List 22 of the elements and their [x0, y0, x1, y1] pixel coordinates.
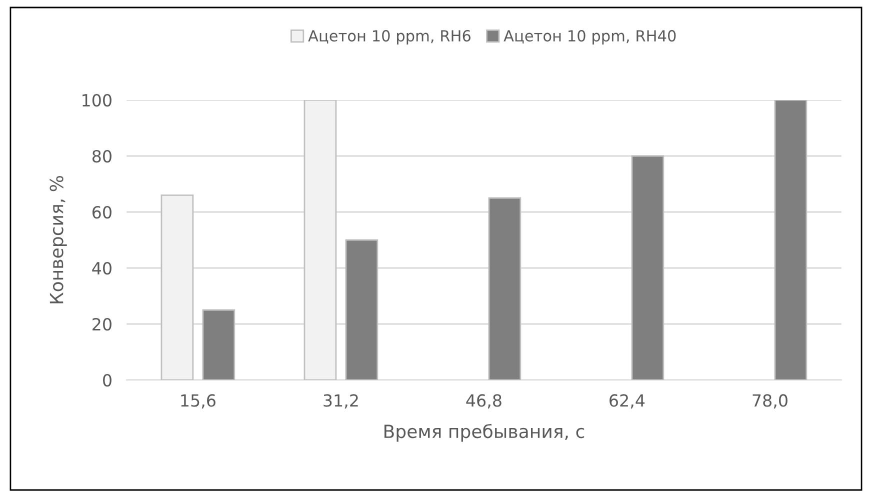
bar [774, 100, 808, 380]
bar [631, 155, 664, 380]
y-tick-label: 20 [92, 318, 112, 331]
y-tick-label: 0 [103, 374, 112, 387]
bar [202, 309, 236, 380]
bar [345, 239, 378, 380]
y-tick-label: 60 [92, 206, 112, 219]
legend-label: Ацетон 10 ppm, RH40 [504, 30, 676, 45]
bar [488, 197, 522, 380]
y-axis-title: Конверсия, % [50, 176, 67, 304]
x-tick-label: 46,8 [466, 394, 502, 408]
x-axis-title: Время пребывания, с [384, 424, 584, 442]
x-tick-label: 62,4 [610, 394, 645, 408]
x-tick-label: 15,6 [181, 394, 216, 408]
y-tick-label: 80 [92, 150, 112, 163]
y-tick-label: 100 [82, 94, 112, 107]
x-tick-label: 78,0 [752, 394, 788, 408]
legend-label: Ацетон 10 ppm, RH6 [308, 30, 470, 45]
bar [304, 100, 337, 380]
x-tick-label: 31,2 [324, 394, 358, 408]
y-tick-label: 40 [92, 262, 112, 275]
bar [160, 194, 194, 380]
